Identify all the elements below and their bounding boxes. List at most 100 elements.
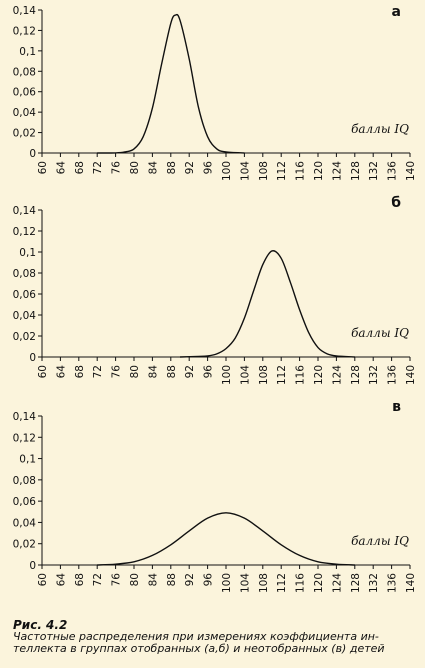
chart-a: 0 0,02 0,04 0,06 0,08 0,1 0,12 0,14 60 64 68 72 76 80… (13, 5, 417, 181)
x-tick-label: 92 (184, 365, 196, 378)
x-tick-label: 104 (239, 161, 251, 181)
x-tick-label: 124 (331, 161, 343, 181)
y-tick-label: 0,1 (19, 247, 36, 259)
x-tick-label: 64 (55, 365, 67, 379)
x-tick-label: 140 (405, 365, 417, 385)
x-axis-label: баллы IQ (351, 534, 409, 548)
x-tick-label: 80 (129, 573, 141, 586)
x-tick-label: 116 (295, 365, 307, 385)
x-tick-label: 92 (184, 161, 196, 174)
x-tick-label: 128 (350, 573, 362, 593)
y-tick-label: 0 (29, 352, 36, 364)
y-tick-label: 0,12 (13, 432, 36, 444)
x-tick-label: 108 (258, 161, 270, 181)
chart-c: 0 0,02 0,04 0,06 0,08 0,1 0,12 0,14 60 64 68 72 76 80… (13, 411, 417, 593)
y-tick-label: 0,02 (13, 331, 36, 343)
x-tick-label: 72 (92, 365, 104, 378)
x-tick-label: 128 (350, 161, 362, 181)
panel-label-b: б (391, 195, 401, 211)
x-tick-label: 84 (147, 573, 159, 587)
x-tick-label: 72 (92, 161, 104, 174)
y-tick-label: 0,08 (13, 66, 36, 78)
y-tick-label: 0,1 (19, 454, 36, 466)
x-tick-label: 104 (239, 365, 251, 385)
figure-caption: Рис. 4.2 Частотные распределения при изм… (13, 619, 413, 655)
y-tick-label: 0,06 (13, 87, 37, 99)
x-axis-label: баллы IQ (351, 326, 409, 340)
x-tick-label: 124 (331, 573, 343, 593)
x-tick-label: 112 (276, 573, 288, 593)
x-tick-label: 84 (147, 365, 159, 379)
y-tick-label: 0,08 (13, 475, 36, 487)
x-tick-label: 108 (258, 365, 270, 385)
y-tick-label: 0,12 (13, 226, 36, 238)
x-tick-label: 92 (184, 573, 196, 586)
x-tick-label: 88 (166, 365, 178, 378)
y-tick-label: 0,04 (13, 517, 37, 529)
x-tick-label: 96 (203, 365, 215, 379)
x-tick-label: 136 (387, 365, 399, 385)
x-tick-label: 136 (387, 573, 399, 593)
x-tick-label: 96 (203, 161, 215, 175)
x-tick-label: 136 (387, 161, 399, 181)
x-tick-label: 132 (368, 573, 380, 593)
x-tick-label: 76 (111, 161, 123, 175)
x-tick-label: 112 (276, 365, 288, 385)
y-tick-label: 0,04 (13, 310, 37, 322)
x-tick-label: 88 (166, 573, 178, 586)
x-tick-label: 128 (350, 365, 362, 385)
x-tick-label: 68 (74, 365, 86, 378)
x-tick-label: 120 (313, 161, 325, 181)
figure-caption-text: Частотные распределения при измерениях к… (13, 630, 385, 655)
x-tick-label: 88 (166, 161, 178, 174)
x-tick-label: 96 (203, 573, 215, 587)
x-tick-label: 60 (37, 573, 49, 586)
y-tick-label: 0,14 (13, 205, 37, 217)
x-tick-label: 140 (405, 161, 417, 181)
y-tick-label: 0,06 (13, 289, 37, 301)
x-tick-label: 60 (37, 365, 49, 378)
x-tick-label: 100 (221, 573, 233, 593)
chart-panel-c: 0 0,02 0,04 0,06 0,08 0,1 0,12 0,14 60 64 68 72 76 80… (0, 399, 425, 615)
x-tick-label: 104 (239, 573, 251, 593)
x-tick-label: 64 (55, 161, 67, 175)
y-tick-label: 0,08 (13, 268, 36, 280)
y-tick-label: 0,06 (13, 496, 37, 508)
x-tick-label: 84 (147, 161, 159, 175)
y-tick-label: 0 (29, 148, 36, 160)
x-tick-label: 68 (74, 161, 86, 174)
y-tick-label: 0,14 (13, 5, 37, 17)
x-tick-label: 116 (295, 161, 307, 181)
x-tick-label: 100 (221, 161, 233, 181)
y-tick-label: 0,12 (13, 25, 36, 37)
y-tick-label: 0 (29, 560, 36, 572)
y-tick-label: 0,02 (13, 539, 36, 551)
x-tick-label: 80 (129, 365, 141, 378)
x-tick-label: 120 (313, 573, 325, 593)
x-tick-label: 132 (368, 365, 380, 385)
x-tick-label: 60 (37, 161, 49, 174)
x-tick-label: 124 (331, 365, 343, 385)
x-tick-label: 100 (221, 365, 233, 385)
distribution-curve (97, 512, 355, 566)
x-tick-label: 80 (129, 161, 141, 174)
x-tick-label: 108 (258, 573, 270, 593)
y-tick-label: 0,02 (13, 128, 36, 140)
x-tick-label: 116 (295, 573, 307, 593)
x-tick-label: 68 (74, 573, 86, 586)
y-tick-label: 0,04 (13, 107, 37, 119)
y-tick-label: 0,14 (13, 411, 37, 423)
distribution-curve (97, 13, 245, 154)
chart-panel-b: 0 0,02 0,04 0,06 0,08 0,1 0,12 0,14 60 64 68 72 76 80… (0, 195, 425, 405)
x-tick-label: 132 (368, 161, 380, 181)
distribution-curve (179, 250, 355, 358)
x-tick-label: 112 (276, 161, 288, 181)
figure-label: Рис. 4.2 (13, 618, 68, 632)
x-tick-label: 76 (111, 573, 123, 587)
chart-panel-a: 0 0,02 0,04 0,06 0,08 0,1 0,12 0,14 60 64 68 72 76 80… (0, 0, 425, 200)
x-tick-label: 120 (313, 365, 325, 385)
x-axis-label: баллы IQ (351, 122, 409, 136)
x-tick-label: 64 (55, 573, 67, 587)
x-tick-label: 72 (92, 573, 104, 586)
x-tick-label: 140 (405, 573, 417, 593)
